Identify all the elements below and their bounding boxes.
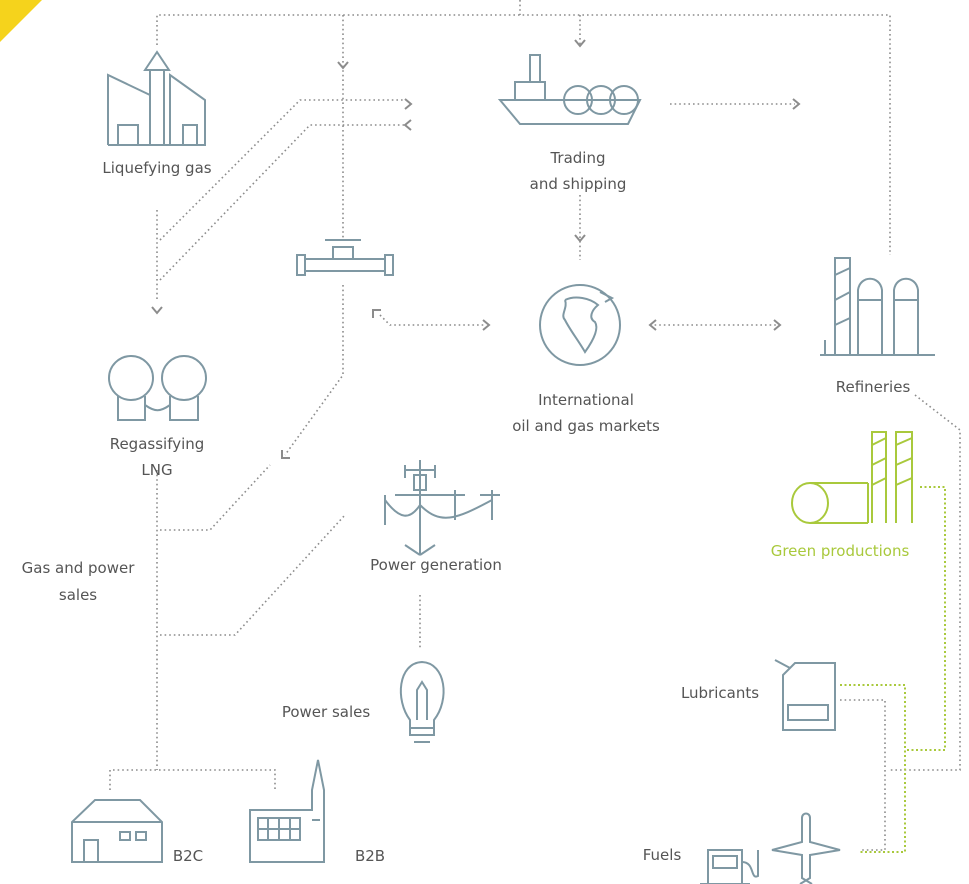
- pipe-icon: [296, 239, 394, 276]
- label: Gas and power: [22, 559, 136, 577]
- refinery-icon: [820, 257, 935, 356]
- label: Power generation: [370, 556, 502, 574]
- label: International: [538, 391, 634, 409]
- label: sales: [59, 586, 97, 604]
- label: Power sales: [282, 703, 371, 721]
- label: Regassifying: [110, 435, 205, 453]
- green-icon: [791, 431, 913, 524]
- labels: Liquefying gas Trading and shipping Rega…: [22, 149, 911, 865]
- corner-flag: [0, 0, 42, 42]
- label: Liquefying gas: [102, 159, 211, 177]
- label: oil and gas markets: [512, 417, 660, 435]
- arrows: [151, 39, 801, 459]
- label: Refineries: [836, 378, 911, 396]
- label: Lubricants: [681, 684, 759, 702]
- lng-icon: [108, 355, 207, 421]
- label: B2C: [173, 847, 203, 865]
- fuel-icon: [700, 812, 841, 884]
- factory-icon: [249, 759, 325, 863]
- label: LNG: [141, 461, 172, 479]
- lubricant-icon: [774, 659, 836, 731]
- icons: [71, 50, 935, 884]
- liquefying-icon: [107, 50, 206, 146]
- bulb-icon: [399, 660, 445, 743]
- ship-icon: [497, 54, 642, 125]
- label: Fuels: [643, 846, 682, 864]
- house-icon: [71, 799, 163, 863]
- globe-icon: [539, 284, 621, 366]
- power-icon: [384, 460, 500, 556]
- label: B2B: [355, 847, 385, 865]
- label: Green productions: [771, 542, 910, 560]
- label: and shipping: [530, 175, 627, 193]
- connectors: [109, 0, 961, 853]
- label: Trading: [549, 149, 605, 167]
